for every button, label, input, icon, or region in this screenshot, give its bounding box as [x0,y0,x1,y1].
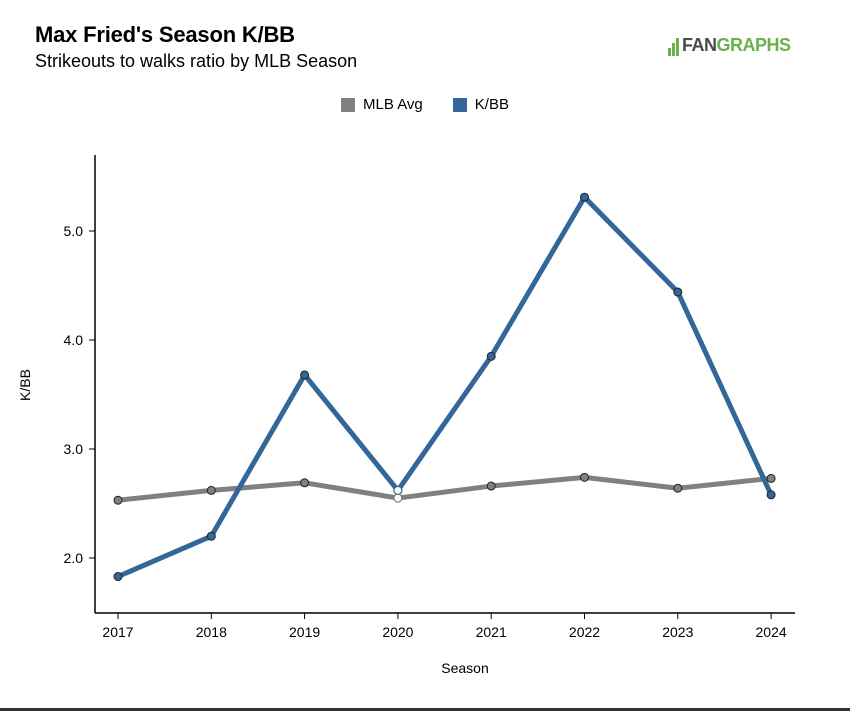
data-point-k-bb [206,531,216,541]
y-tick-label: 3.0 [64,441,84,457]
data-point-k-bb [580,192,589,202]
bottom-rule [0,708,850,711]
legend-label-kbb: K/BB [474,96,509,113]
x-tick-label: 2022 [569,624,600,640]
data-point-mlb-avg [766,473,776,483]
data-point-2020-mlb-avg [393,493,403,503]
x-tick-label: 2023 [662,624,693,640]
x-tick-label: 2017 [102,624,133,640]
x-tick-label: 2018 [196,624,227,640]
series-line-mlb-avg [115,474,774,503]
series-line-k-bb [115,194,774,580]
data-point-mlb-avg [486,481,496,491]
y-axis-title: K/BB [17,369,33,401]
chart-legend: MLB Avg K/BB [0,96,850,113]
chart-title: Max Fried's Season K/BB [35,22,295,47]
data-point-mlb-avg [206,485,216,495]
data-point-k-bb [766,490,776,500]
x-tick-label: 2021 [476,624,507,640]
legend-item-kbb[interactable]: K/BB [452,96,509,113]
logo-text-fan: FAN [682,35,717,55]
data-point-k-bb [673,287,683,297]
legend-swatch-mlb-avg [341,97,356,112]
data-point-mlb-avg [673,483,683,493]
data-point-k-bb [300,370,310,380]
y-tick-label: 5.0 [64,223,84,239]
y-tick-label: 2.0 [64,550,84,566]
x-axis-title: Season [441,660,488,676]
y-tick-label: 4.0 [64,332,84,348]
x-tick-label: 2024 [756,624,787,640]
data-point-mlb-avg [580,472,589,482]
chart-subtitle: Strikeouts to walks ratio by MLB Season [35,51,358,71]
legend-item-mlb-avg[interactable]: MLB Avg [341,96,423,113]
x-tick-label: 2020 [382,624,413,640]
logo-text-graphs: GRAPHS [716,35,792,55]
data-point-2020-k-bb [393,485,403,496]
legend-swatch-kbb [452,97,467,112]
fangraphs-logo[interactable]: FAN GRAPHS [668,34,791,56]
data-point-mlb-avg [300,478,310,488]
data-point-k-bb [113,572,123,582]
x-tick-label: 2019 [289,624,320,640]
data-point-k-bb [486,351,496,361]
logo-bars-icon [668,38,680,56]
data-point-mlb-avg [113,495,123,505]
legend-label-mlb-avg: MLB Avg [363,96,423,113]
